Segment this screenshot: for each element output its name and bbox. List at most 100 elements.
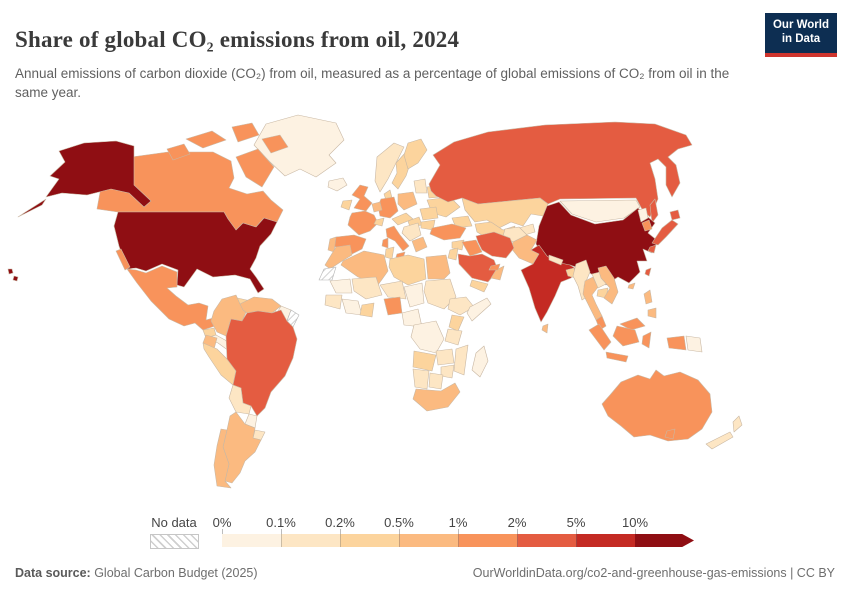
country-kenya[interactable]: [448, 314, 465, 332]
country-senegal-guinea[interactable]: [324, 294, 343, 310]
country-syria[interactable]: [451, 239, 465, 251]
country-morocco[interactable]: [324, 244, 353, 270]
country-nepal[interactable]: [548, 254, 564, 266]
country-somalia[interactable]: [466, 297, 492, 322]
country-turkey[interactable]: [429, 223, 467, 241]
country-namibia[interactable]: [412, 368, 430, 390]
legend-bin->10%[interactable]: [635, 534, 694, 547]
country-united-kingdom[interactable]: [351, 184, 373, 212]
legend-bin-0.2–0.5%[interactable]: [340, 534, 399, 547]
country-botswana[interactable]: [428, 372, 444, 390]
country-north-korea[interactable]: [637, 207, 649, 223]
country-united-states[interactable]: [17, 198, 47, 218]
country-united-states[interactable]: [12, 275, 19, 282]
country-iceland[interactable]: [327, 177, 348, 192]
country-iran[interactable]: [475, 231, 515, 259]
country-australia[interactable]: [601, 369, 713, 442]
country-indonesia[interactable]: [612, 325, 640, 347]
country-oman[interactable]: [490, 265, 505, 281]
country-tanzania[interactable]: [444, 328, 463, 346]
legend-bin-2–5%[interactable]: [517, 534, 576, 547]
country-canada[interactable]: [185, 130, 227, 149]
country-western-sahara[interactable]: [318, 266, 337, 281]
country-vietnam[interactable]: [597, 265, 619, 305]
country-uae-qatar[interactable]: [488, 263, 501, 271]
country-greenland[interactable]: [253, 114, 345, 178]
country-canada[interactable]: [235, 148, 275, 188]
country-tunisia[interactable]: [384, 246, 395, 260]
country-mozambique[interactable]: [453, 344, 469, 376]
country-west-africa[interactable]: [341, 298, 363, 316]
country-australia[interactable]: [664, 428, 676, 440]
owid-logo[interactable]: Our World in Data: [765, 13, 837, 57]
country-romania[interactable]: [419, 206, 439, 221]
country-south-korea[interactable]: [641, 219, 653, 232]
country-mexico[interactable]: [126, 265, 216, 331]
country-poland[interactable]: [397, 191, 418, 211]
country-mongolia[interactable]: [559, 199, 641, 223]
legend-bin-5–10%[interactable]: [576, 534, 635, 547]
legend-bin-0–0.1%[interactable]: [222, 534, 281, 547]
country-indonesia[interactable]: [588, 323, 612, 351]
country-japan[interactable]: [651, 219, 679, 246]
legend-bin-1–2%[interactable]: [458, 534, 517, 547]
country-japan[interactable]: [669, 209, 681, 221]
country-ethiopia[interactable]: [447, 296, 475, 316]
country-zambia[interactable]: [435, 348, 455, 366]
country-switzerland[interactable]: [373, 217, 385, 227]
country-hainan[interactable]: [627, 282, 636, 290]
country-indonesia[interactable]: [605, 351, 629, 363]
country-russia[interactable]: [649, 198, 659, 224]
country-philippines[interactable]: [647, 307, 657, 319]
country-brazil[interactable]: [225, 309, 298, 417]
country-angola[interactable]: [412, 350, 437, 372]
country-norway[interactable]: [374, 142, 405, 193]
country-papua-new-guinea[interactable]: [685, 335, 703, 353]
country-iraq[interactable]: [461, 239, 483, 257]
country-jordan-israel[interactable]: [447, 247, 459, 261]
country-mali[interactable]: [351, 276, 383, 300]
country-yemen[interactable]: [469, 279, 489, 293]
country-sri-lanka[interactable]: [541, 323, 549, 334]
country-philippines[interactable]: [643, 289, 653, 305]
country-japan[interactable]: [647, 244, 657, 254]
country-italy[interactable]: [385, 225, 410, 252]
country-niger[interactable]: [379, 280, 407, 300]
owid-url-license[interactable]: OurWorldinData.org/co2-and-greenhouse-ga…: [472, 566, 835, 580]
country-ireland[interactable]: [340, 199, 353, 211]
country-italy[interactable]: [381, 237, 389, 249]
country-sudan[interactable]: [423, 278, 457, 310]
country-chile[interactable]: [213, 428, 232, 489]
country-france[interactable]: [347, 210, 379, 236]
country-united-states[interactable]: [45, 140, 152, 208]
country-south-africa[interactable]: [412, 382, 461, 412]
country-drc[interactable]: [410, 320, 445, 354]
country-chad[interactable]: [403, 282, 425, 308]
country-canada[interactable]: [261, 134, 289, 154]
country-canada[interactable]: [166, 143, 191, 161]
country-nigeria[interactable]: [383, 296, 403, 316]
country-egypt[interactable]: [425, 254, 451, 280]
country-zimbabwe[interactable]: [440, 364, 455, 379]
legend-no-data-swatch[interactable]: [150, 534, 199, 549]
country-mauritania[interactable]: [329, 278, 353, 294]
country-united-states[interactable]: [7, 268, 14, 275]
country-new-zealand[interactable]: [732, 415, 743, 433]
country-balkans[interactable]: [401, 222, 422, 242]
country-kazakhstan[interactable]: [461, 197, 549, 229]
country-united-states[interactable]: [113, 211, 278, 294]
country-algeria[interactable]: [340, 250, 389, 286]
country-libya[interactable]: [388, 254, 427, 286]
country-baltics[interactable]: [413, 178, 428, 194]
country-venezuela[interactable]: [239, 296, 282, 314]
country-taiwan[interactable]: [644, 267, 652, 277]
country-bolivia[interactable]: [228, 384, 252, 415]
country-benelux[interactable]: [371, 201, 383, 213]
country-finland[interactable]: [403, 138, 428, 170]
country-indonesia[interactable]: [666, 335, 687, 351]
country-new-zealand[interactable]: [705, 431, 734, 450]
legend-bin-0.1–0.2%[interactable]: [281, 534, 340, 547]
legend-bin-0.5–1%[interactable]: [399, 534, 458, 547]
country-indonesia[interactable]: [641, 331, 652, 349]
country-mexico[interactable]: [115, 248, 131, 271]
